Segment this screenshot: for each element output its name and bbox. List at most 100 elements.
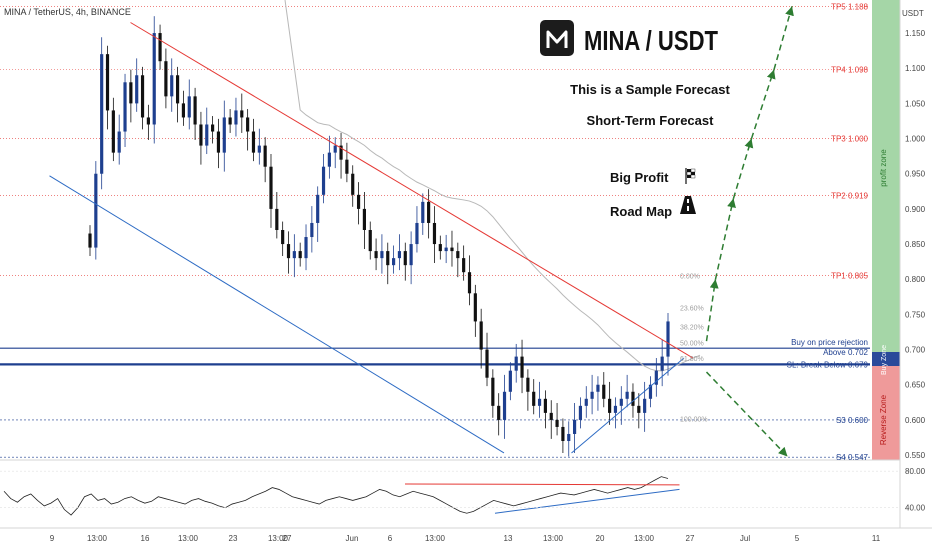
candle-body [637,405,641,413]
candle-body [427,201,431,223]
candle-body [135,75,139,104]
time-tick-label: 13:00 [634,534,655,543]
fib-label: 0.00% [680,274,700,281]
candle-body [181,103,186,118]
time-tick-label: 13:00 [178,534,199,543]
candle-body [111,110,115,153]
candle-body [269,166,273,209]
time-tick-label: 5 [795,534,800,543]
candle-body [654,370,658,385]
candle-body [345,159,349,174]
lower-channel-trendline [49,175,505,454]
symbol-header: MINA / TetherUS, 4h, BINANCE [4,7,131,17]
candle-body [432,222,437,245]
candle-body [462,258,466,273]
price-tick-label: 1.100 [905,64,926,73]
candle-body [403,251,407,266]
time-tick-label: 23 [229,534,238,543]
big-profit-note: Big Profit [610,170,669,185]
candle-body [666,321,670,357]
candle-body [561,426,565,442]
time-tick-label: Jun [346,534,359,543]
candle-body [94,173,98,248]
candle-body [456,251,460,259]
fib-label: 100.00% [680,417,708,424]
candle-body [392,258,396,266]
candle-body [380,251,384,259]
candle-body [228,117,232,125]
candle-body [339,145,343,160]
candle-body [152,33,156,125]
price-tick-label: 0.600 [905,416,926,425]
forecast-layer [705,6,794,458]
time-tick-label: 13:00 [268,534,289,543]
candle-body [251,131,256,153]
time-tick-label: 16 [141,534,150,543]
level-lines: TP5 1.188 TP4 1.098 TP3 1.000 TP2 0.919 TP1 … [0,2,870,462]
time-tick-label: 13:00 [425,534,446,543]
candle-body [608,398,612,413]
candle-body [100,54,104,174]
level-label: TP2 0.919 [831,192,868,201]
candle-body [275,208,279,230]
rising-support-trendline [571,357,685,454]
candle-body [129,82,133,104]
candle-body [543,398,547,413]
candle-body [467,272,472,294]
level-label: TP3 1.000 [831,135,868,144]
candle-body [368,230,372,252]
time-tick-label: 11 [872,534,881,543]
time-tick-label: 20 [596,534,605,543]
time-tick-label: 13:00 [87,534,108,543]
fib-label: 38.20% [680,324,704,331]
candle-body [409,244,413,266]
fib-label: 23.60% [680,305,704,312]
brand-title: MINA / USDT [584,25,718,56]
candle-body [222,117,226,153]
time-axis-layer: 9 13:00 16 13:00 23 13:00 Jun 6 13:00 13 13:00 20 13… [50,534,881,543]
rsi-layer: 80.00 40.00 [0,467,926,516]
candle-body [374,251,378,259]
candle-body [205,124,209,146]
resistance-trendline [130,22,694,359]
candle-body [211,124,215,132]
candle-body [321,166,326,195]
checkered-flag-icon [685,168,696,184]
candle-body [491,377,495,406]
price-tick-label: 0.550 [905,451,926,460]
time-tick-label: 27 [686,534,695,543]
level-label: TP4 1.098 [831,66,868,75]
rsi-resistance-line [404,483,680,486]
candle-body [532,391,536,406]
time-tick-label: 27 [283,534,292,543]
candle-body [444,247,448,252]
candle-body [246,117,250,132]
candle-body [216,131,221,153]
candle-body [584,398,588,406]
price-tick-label: 1.000 [905,135,926,144]
candle-body [257,145,261,153]
candle-body [625,391,629,399]
moving-average-line [284,0,701,372]
candle-body [123,82,127,132]
candle-body [473,293,477,322]
candle-body [175,75,180,104]
candle-body [327,152,331,167]
candle-body [298,251,302,259]
candle-body [508,370,512,392]
candle-body [567,433,571,442]
candle-body [316,194,320,223]
price-tick-label: 0.850 [905,240,926,249]
currency-label: USDT [902,9,924,18]
candle-body [292,251,296,259]
reverse-zone-label: Reverse Zone [879,394,888,445]
candle-body [88,233,92,248]
candle-body [590,391,594,399]
candle-body [619,398,623,406]
candle-body [117,131,121,153]
candle-body [660,356,664,371]
buy-zone-label: Buy Zone [881,345,888,375]
forecast-arrow [714,198,736,280]
